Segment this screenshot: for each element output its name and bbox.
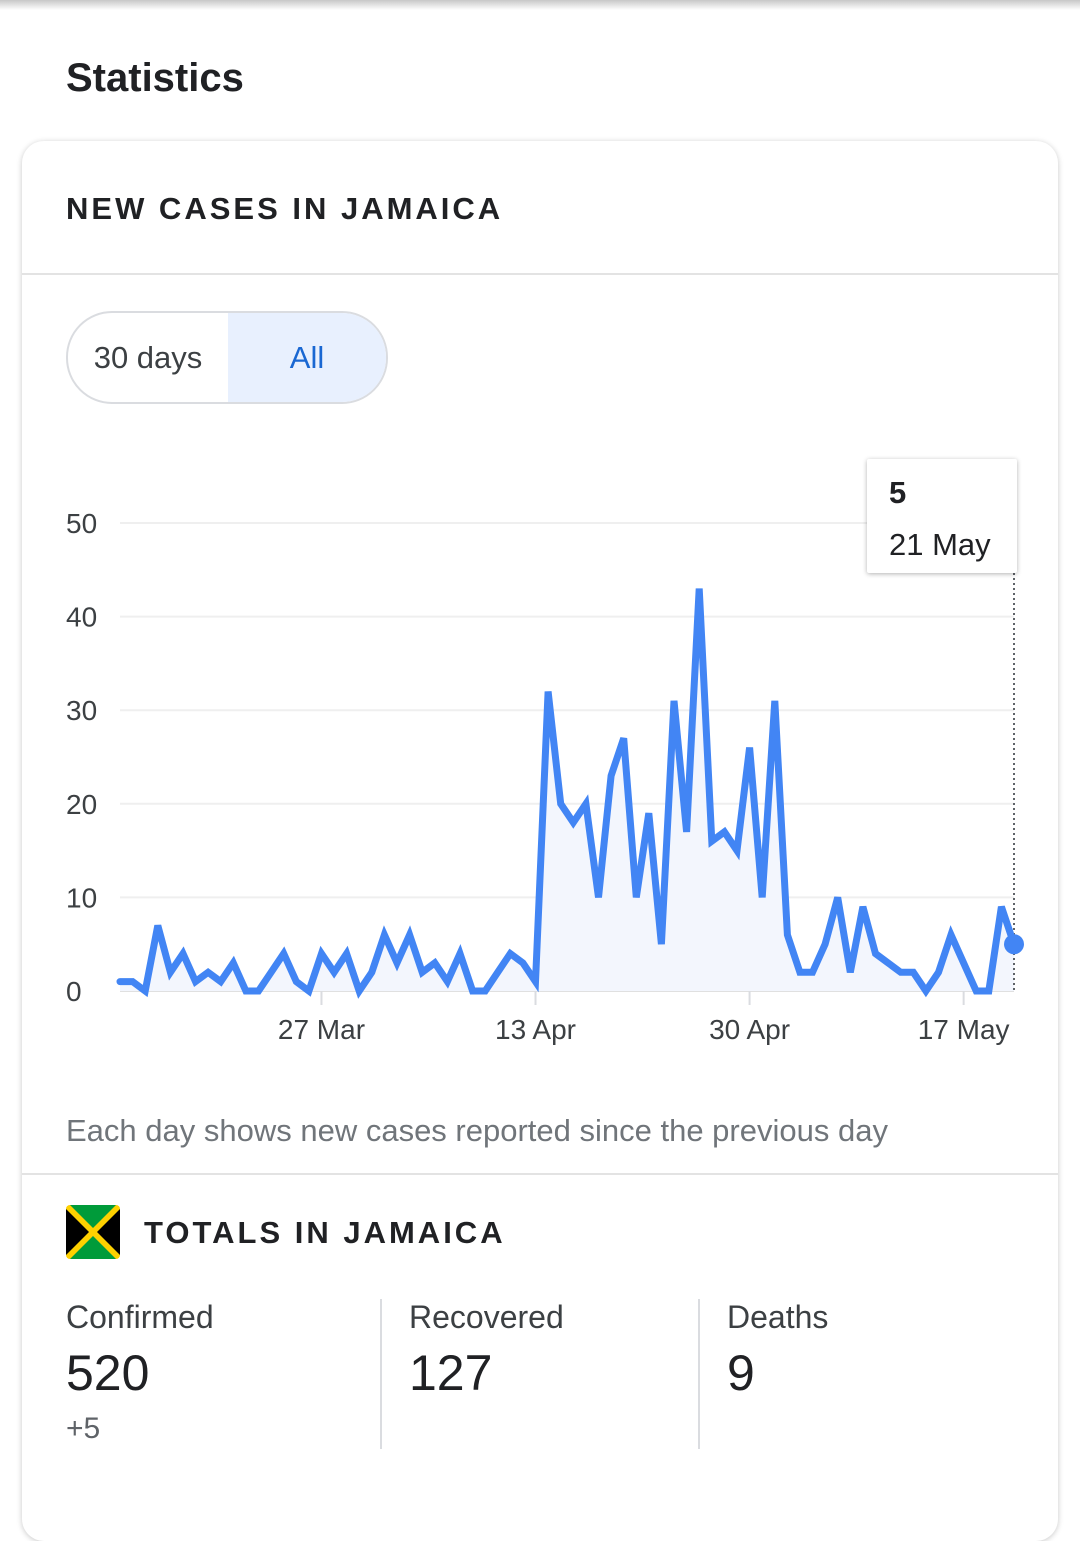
chart-card-header: NEW CASES IN JAMAICA (66, 191, 504, 226)
confirmed-label: Confirmed (66, 1299, 214, 1335)
deaths-label: Deaths (727, 1299, 829, 1335)
x-tick-label: 13 Apr (495, 1014, 576, 1045)
footnote-divider (22, 1173, 1058, 1175)
stat-separator (380, 1299, 382, 1449)
range-toggle: 30 days All (66, 311, 388, 404)
y-tick-label: 50 (66, 508, 97, 539)
tooltip-value: 5 (889, 475, 907, 510)
chart-footnote: Each day shows new cases reported since … (66, 1113, 888, 1148)
y-tick-label: 40 (66, 602, 97, 633)
tooltip-date: 21 May (889, 527, 991, 562)
toggle-all[interactable]: All (228, 313, 386, 402)
highlight-point (1004, 934, 1024, 955)
recovered-stat: Recovered 127 (409, 1299, 564, 1402)
jamaica-flag-icon (66, 1205, 120, 1259)
app-bar-shadow (0, 0, 1080, 10)
x-tick-label: 27 Mar (278, 1014, 365, 1045)
y-tick-label: 0 (66, 976, 82, 1007)
y-tick-label: 30 (66, 695, 97, 726)
x-tick-label: 30 Apr (709, 1014, 790, 1045)
y-tick-label: 10 (66, 882, 97, 913)
x-tick-label: 17 May (918, 1014, 1010, 1045)
confirmed-value: 520 (66, 1345, 150, 1401)
new-cases-chart[interactable]: 0 10 20 30 40 50 27 Mar 13 Apr 30 Apr 17 May (22, 141, 1058, 1081)
recovered-label: Recovered (409, 1299, 564, 1335)
chart-tooltip: 5 21 May (867, 459, 1017, 573)
recovered-value: 127 (409, 1345, 493, 1401)
series-area (120, 588, 1014, 991)
confirmed-delta: +5 (66, 1412, 101, 1445)
toggle-30-days[interactable]: 30 days (93, 339, 203, 375)
stats-card: NEW CASES IN JAMAICA 30 days All 0 10 20 30… (22, 141, 1058, 1541)
header-divider (22, 273, 1058, 275)
totals-header: TOTALS IN JAMAICA (144, 1215, 506, 1250)
confirmed-stat: Confirmed 520 +5 (66, 1299, 214, 1446)
deaths-value: 9 (727, 1345, 755, 1401)
y-tick-label: 20 (66, 789, 97, 820)
stat-separator (698, 1299, 700, 1449)
deaths-stat: Deaths 9 (727, 1299, 828, 1402)
series-line (116, 588, 1018, 999)
page-title: Statistics (66, 56, 244, 100)
